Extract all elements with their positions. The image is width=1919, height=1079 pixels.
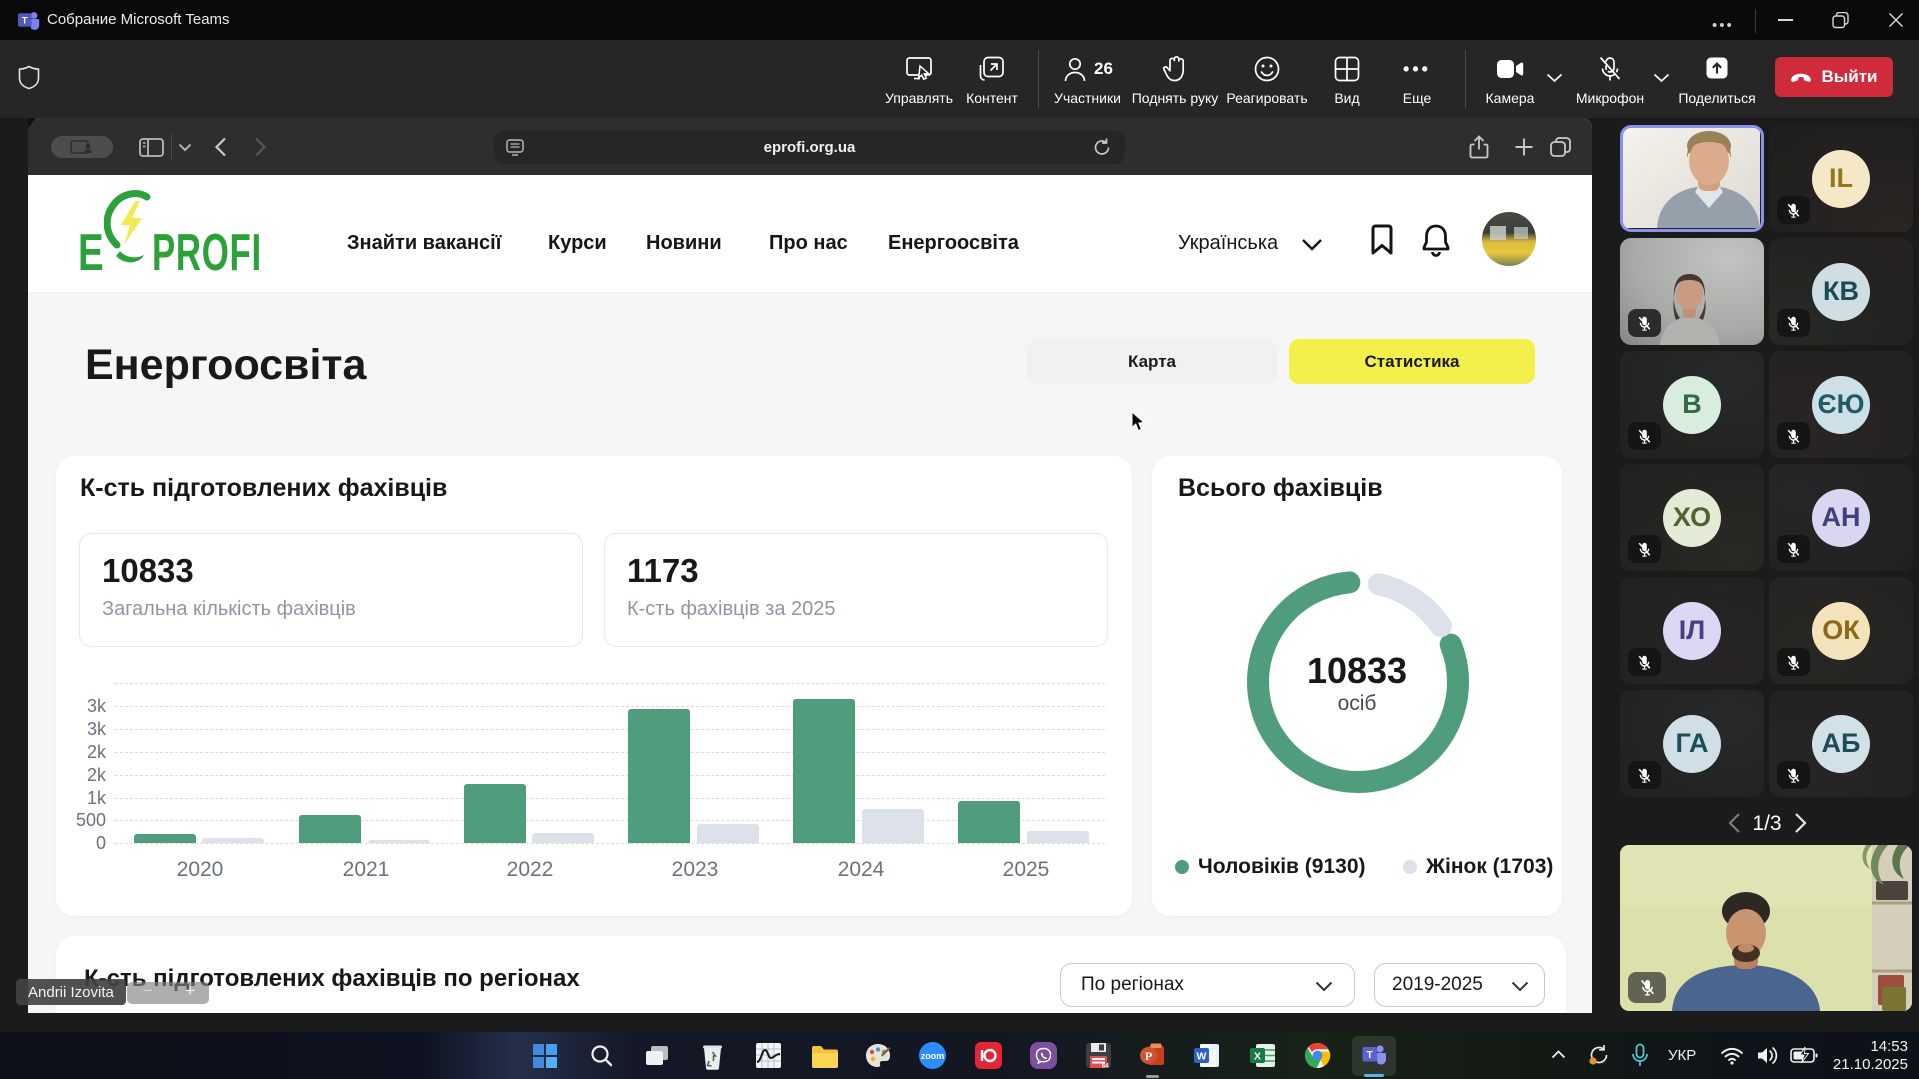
svg-text:X: X: [1254, 1051, 1261, 1063]
svg-text:P: P: [1145, 1049, 1152, 1063]
svg-text:64: 64: [1102, 1064, 1109, 1070]
svg-text:W: W: [1197, 1051, 1207, 1063]
svg-text:T: T: [22, 15, 28, 26]
svg-text:T: T: [1367, 1050, 1373, 1061]
